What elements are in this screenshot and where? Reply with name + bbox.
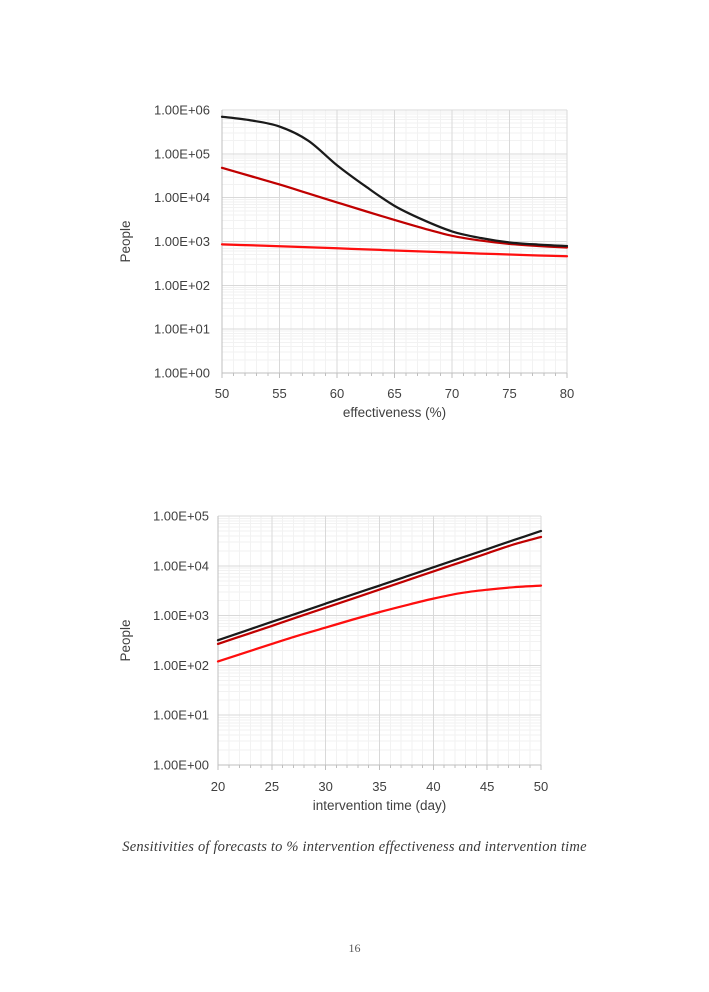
x-tick-label: 80 bbox=[560, 386, 574, 401]
axes bbox=[217, 516, 542, 770]
major-gridlines bbox=[217, 515, 542, 766]
y-tick-label: 1.00E+03 bbox=[153, 608, 209, 623]
x-tick-label: 30 bbox=[318, 779, 332, 794]
x-tick-label: 25 bbox=[265, 779, 279, 794]
x-tick-label: 55 bbox=[272, 386, 286, 401]
series-line-black-upper bbox=[216, 529, 543, 642]
y-axis-title: People bbox=[118, 220, 133, 262]
axes bbox=[221, 110, 568, 378]
y-tick-label: 1.00E+00 bbox=[154, 366, 210, 381]
x-tick-label: 70 bbox=[445, 386, 459, 401]
series-line-dark-red-declining bbox=[220, 166, 569, 249]
x-tick-label: 20 bbox=[211, 779, 225, 794]
figure-caption: Sensitivities of forecasts to % interven… bbox=[122, 839, 587, 855]
y-tick-label: 1.00E+05 bbox=[154, 146, 210, 161]
y-tick-label: 1.00E+04 bbox=[154, 190, 210, 205]
y-tick-label: 1.00E+02 bbox=[153, 658, 209, 673]
effectiveness-sensitivity-chart: 1.00E+06 1.00E+05 1.00E+04 1.00E+03 1.00E+02… bbox=[118, 103, 574, 421]
major-gridlines bbox=[221, 109, 568, 374]
series-line-black-sigmoid bbox=[220, 115, 569, 248]
y-tick-label: 1.00E+02 bbox=[154, 278, 210, 293]
series-line-red-flat-lower bbox=[220, 243, 569, 258]
y-tick-label: 1.00E+04 bbox=[153, 558, 209, 573]
x-axis-title: effectiveness (%) bbox=[343, 405, 446, 420]
y-tick-label: 1.00E+01 bbox=[153, 708, 209, 723]
page-number: 16 bbox=[348, 941, 361, 955]
x-tick-label: 50 bbox=[215, 386, 229, 401]
x-tick-label: 35 bbox=[372, 779, 386, 794]
series-line-red-lower-curved bbox=[216, 584, 543, 663]
x-tick-label: 50 bbox=[534, 779, 548, 794]
x-tick-label: 60 bbox=[330, 386, 344, 401]
x-tick-label: 65 bbox=[387, 386, 401, 401]
x-tick-label: 45 bbox=[480, 779, 494, 794]
y-tick-label: 1.00E+01 bbox=[154, 322, 210, 337]
x-tick-label: 40 bbox=[426, 779, 440, 794]
intervention-time-sensitivity-chart: 1.00E+05 1.00E+04 1.00E+03 1.00E+02 1.00E+01… bbox=[118, 509, 548, 814]
y-axis-title: People bbox=[118, 619, 133, 661]
y-tick-label: 1.00E+05 bbox=[153, 509, 209, 524]
y-tick-label: 1.00E+06 bbox=[154, 103, 210, 118]
x-tick-label: 75 bbox=[502, 386, 516, 401]
y-tick-label: 1.00E+03 bbox=[154, 234, 210, 249]
series-line-dark-red-middle bbox=[216, 535, 543, 646]
y-tick-label: 1.00E+00 bbox=[153, 758, 209, 773]
x-axis-title: intervention time (day) bbox=[313, 798, 447, 813]
